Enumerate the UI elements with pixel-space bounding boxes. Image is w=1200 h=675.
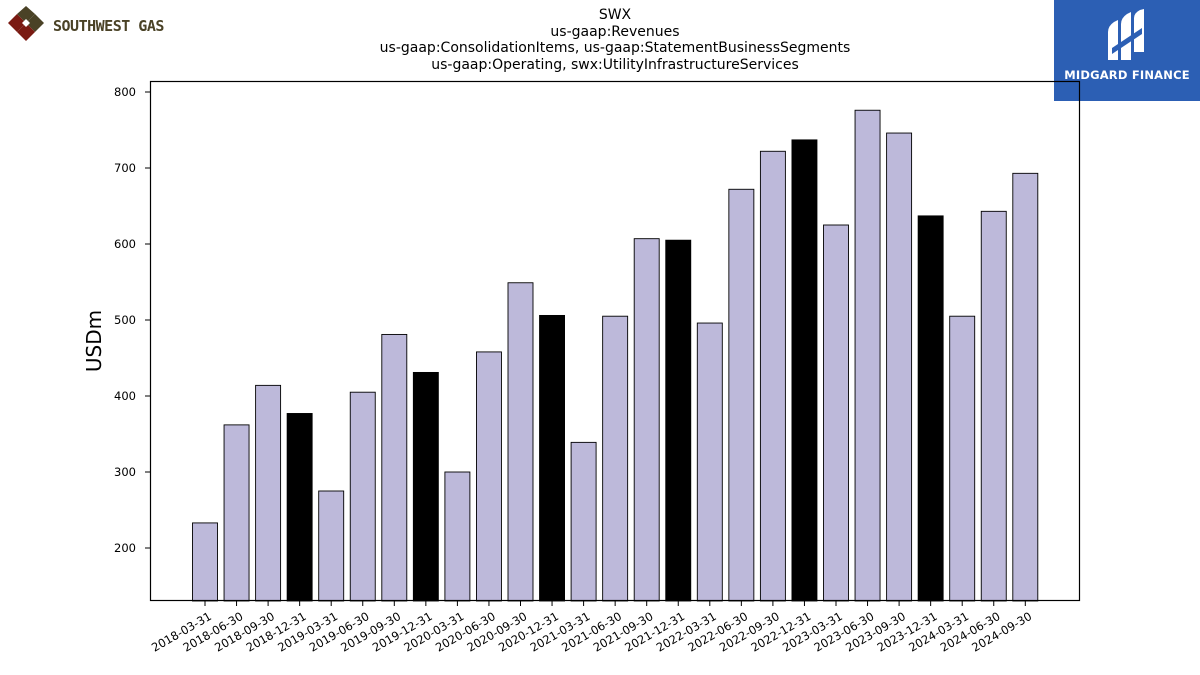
- bar-2018-03-31: [192, 522, 218, 602]
- bar-2021-09-30: [633, 238, 660, 602]
- chart-title-line-3: us-gaap:ConsolidationItems, us-gaap:Stat…: [379, 40, 851, 57]
- bar-2019-09-30: [381, 333, 408, 602]
- bar-2019-03-31: [318, 490, 345, 602]
- bar-2020-09-30: [507, 282, 534, 602]
- bar-2020-03-31: [444, 471, 471, 602]
- y-tick-label-400: 400: [114, 389, 136, 403]
- bar-2021-03-31: [570, 441, 597, 602]
- bar-2022-06-30: [728, 188, 755, 602]
- southwest-gas-logo-text: SOUTHWEST GAS: [53, 17, 164, 35]
- midgard-finance-logo: MIDGARD FINANCE: [1054, 0, 1200, 101]
- chart-title-line-1: SWX: [598, 7, 632, 23]
- y-tick-label-600: 600: [114, 237, 136, 251]
- bar-2023-06-30: [854, 109, 881, 602]
- bar-2022-09-30: [759, 150, 786, 602]
- bar-2020-12-31: [539, 314, 565, 602]
- bar-2019-12-31: [412, 371, 439, 602]
- bar-2021-12-31: [665, 239, 692, 602]
- y-tick-label-500: 500: [114, 313, 136, 327]
- bar-2024-06-30: [980, 210, 1007, 602]
- bar-2019-06-30: [349, 391, 376, 602]
- midgard-finance-logo-text: MIDGARD FINANCE: [1064, 68, 1190, 82]
- chart-title-line-2: us-gaap:Revenues: [550, 23, 680, 40]
- bar-2022-03-31: [696, 322, 723, 602]
- y-tick-label-700: 700: [114, 161, 136, 175]
- y-tick-label-800: 800: [114, 85, 136, 99]
- bar-2024-09-30: [1012, 172, 1039, 602]
- bar-2023-12-31: [917, 215, 944, 602]
- bar-2023-03-31: [823, 224, 849, 602]
- midgard-finance-emblem-icon: [1108, 9, 1144, 60]
- bar-2024-03-31: [949, 315, 976, 602]
- bars-group: [192, 109, 1039, 602]
- chart-title-line-4: us-gaap:Operating, swx:UtilityInfrastruc…: [431, 56, 799, 73]
- bar-2022-12-31: [791, 139, 818, 602]
- y-axis-label: USDm: [82, 310, 106, 372]
- bar-2020-06-30: [476, 351, 502, 602]
- bar-2018-12-31: [286, 413, 313, 602]
- bar-2021-06-30: [602, 315, 629, 602]
- y-tick-label-200: 200: [114, 541, 136, 555]
- southwest-gas-logo: SOUTHWEST GAS: [4, 4, 204, 44]
- bar-2023-09-30: [886, 132, 913, 602]
- plot-frame: [149, 80, 1081, 602]
- southwest-gas-emblem-icon: [8, 6, 44, 41]
- x-axis: 2018-03-312018-06-302018-09-302018-12-31…: [149, 601, 1034, 655]
- chart-title: SWX us-gaap:Revenues us-gaap:Consolidati…: [0, 7, 1200, 73]
- y-tick-label-300: 300: [114, 465, 136, 479]
- bar-2018-06-30: [223, 424, 250, 602]
- bar-2018-09-30: [255, 384, 282, 602]
- y-axis: 200 300 400 500 600 700 800: [114, 85, 150, 555]
